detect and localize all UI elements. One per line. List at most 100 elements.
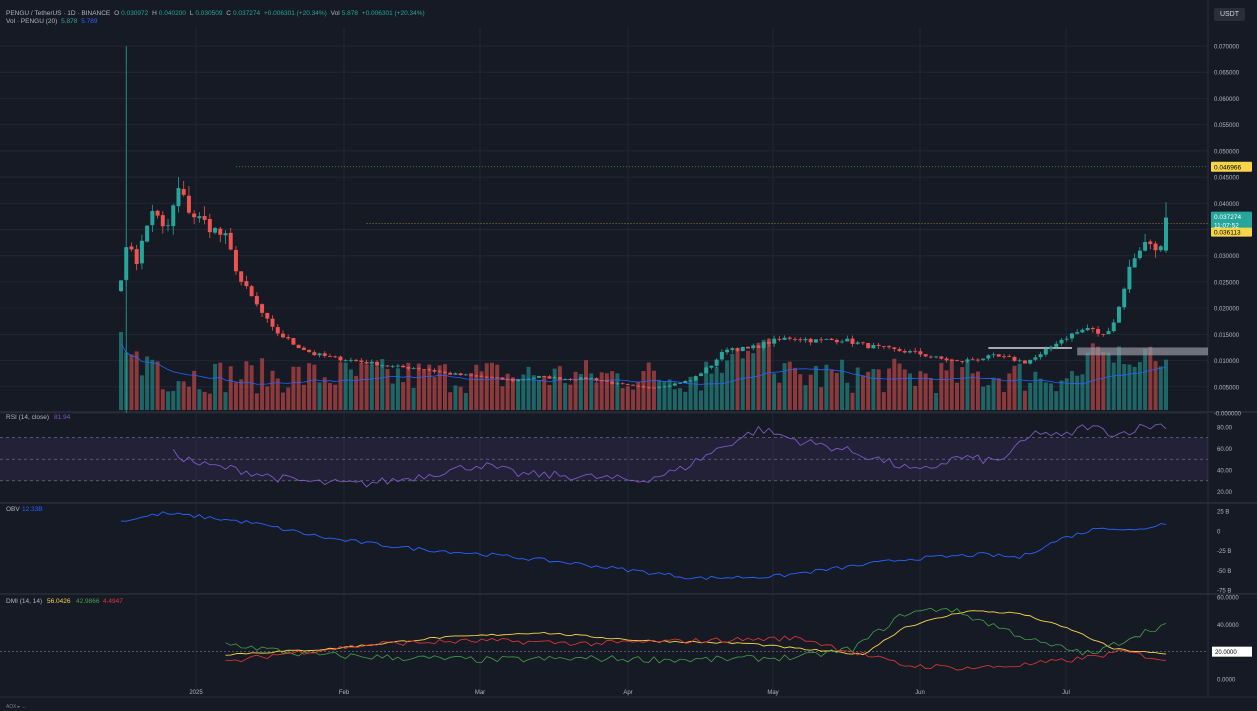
volume-bar bbox=[939, 362, 944, 410]
volume-bar bbox=[1132, 366, 1137, 410]
rsi-label: RSI (14, close) bbox=[6, 414, 49, 421]
candle-body bbox=[615, 383, 620, 385]
vol-label: Vol bbox=[330, 10, 340, 17]
volume-bar bbox=[1064, 378, 1069, 410]
candle-body bbox=[1069, 333, 1074, 339]
volume-bar bbox=[965, 360, 970, 410]
volume-bar bbox=[636, 381, 641, 410]
obv-line bbox=[120, 511, 1167, 581]
candle-body bbox=[301, 347, 306, 350]
candle-body bbox=[563, 379, 568, 380]
candle-body bbox=[1137, 250, 1142, 259]
volume-bar bbox=[573, 371, 578, 410]
candle-body bbox=[333, 356, 338, 358]
candle-body bbox=[134, 249, 139, 265]
price-tick-label: 0.060000 bbox=[1214, 97, 1240, 103]
volume-bar bbox=[960, 367, 965, 410]
vol-value: 5.878 bbox=[341, 10, 358, 17]
volume-bar bbox=[432, 377, 437, 410]
volume-bar bbox=[166, 391, 171, 410]
candle-body bbox=[166, 225, 171, 227]
volume-bar bbox=[186, 386, 191, 410]
volume-bar bbox=[620, 387, 625, 410]
volume-bar bbox=[610, 371, 615, 410]
candle-body bbox=[1132, 258, 1137, 268]
low-value: 0.030509 bbox=[195, 10, 223, 17]
candle-body bbox=[1075, 332, 1080, 334]
volume-bar bbox=[202, 391, 207, 410]
volume-bar bbox=[1075, 375, 1080, 410]
volume-bar bbox=[913, 385, 918, 410]
volume-bar bbox=[155, 361, 160, 410]
volume-bar bbox=[354, 375, 359, 410]
volume-bar bbox=[343, 362, 348, 410]
volume-bar bbox=[557, 366, 562, 410]
volume-bar bbox=[1069, 371, 1074, 410]
price-tag-last bbox=[1211, 211, 1252, 231]
volume-bar bbox=[970, 373, 975, 410]
volume-bar bbox=[662, 381, 667, 410]
dmi-level-tag-text: 20.0000 bbox=[1215, 650, 1237, 656]
volume-bar bbox=[1122, 363, 1127, 410]
candle-body bbox=[866, 343, 871, 349]
volume-bar bbox=[537, 380, 541, 410]
volume-bar bbox=[693, 380, 698, 410]
candle-body bbox=[698, 373, 703, 377]
volume-bar bbox=[678, 388, 683, 410]
volume-bar bbox=[1017, 363, 1022, 410]
candle-body bbox=[871, 344, 876, 349]
volume-bar bbox=[171, 390, 176, 410]
volume-bar bbox=[860, 375, 865, 410]
candle-body bbox=[469, 374, 474, 376]
candle-body bbox=[782, 337, 787, 340]
candle-body bbox=[860, 342, 865, 344]
volume-bar bbox=[547, 384, 552, 410]
volume-bar bbox=[631, 389, 636, 410]
candle-body bbox=[401, 365, 406, 368]
candle-body bbox=[876, 344, 881, 346]
volume-bar bbox=[719, 372, 724, 410]
candle-body bbox=[1158, 246, 1163, 251]
candle-body bbox=[740, 346, 745, 352]
candle-body bbox=[620, 383, 625, 385]
volume-bar bbox=[307, 363, 312, 410]
volume-bar bbox=[793, 367, 798, 410]
volume-bar bbox=[1111, 362, 1116, 410]
volume-bar bbox=[709, 373, 714, 410]
price-tick-label: 0.030000 bbox=[1214, 254, 1240, 260]
volume-header: Vol · PENGU (20) 5.878 5.789 bbox=[6, 18, 99, 25]
volume-bar bbox=[625, 386, 630, 410]
volume-bar bbox=[359, 362, 364, 410]
volume-bar bbox=[1101, 352, 1106, 410]
volume-bar bbox=[1028, 382, 1033, 410]
price-tick-label: 0.050000 bbox=[1214, 149, 1240, 155]
candle-body bbox=[254, 295, 259, 305]
candle-body bbox=[845, 338, 850, 342]
candle-body bbox=[1007, 356, 1012, 357]
candle-body bbox=[975, 359, 980, 361]
quote-currency-button[interactable]: USDT bbox=[1213, 8, 1245, 21]
candle-body bbox=[892, 347, 897, 349]
volume-bar bbox=[871, 369, 876, 410]
candle-body bbox=[427, 369, 432, 371]
candle-body bbox=[1148, 241, 1153, 244]
candle-body bbox=[1012, 357, 1017, 361]
candle-body bbox=[228, 232, 233, 250]
volume-bar bbox=[338, 362, 343, 410]
candle-body bbox=[280, 333, 285, 338]
candle-body bbox=[317, 353, 322, 356]
candle-body bbox=[1080, 329, 1085, 333]
candle-body bbox=[160, 215, 165, 227]
volume-bar bbox=[406, 362, 411, 410]
volume-bar bbox=[746, 350, 750, 410]
symbol-label: PENGU / TetherUS · 1D · BINANCE bbox=[6, 10, 111, 17]
candle-body bbox=[902, 351, 907, 353]
volume-bar bbox=[364, 364, 369, 410]
volume-bar bbox=[907, 373, 912, 410]
volume-bar bbox=[213, 363, 218, 410]
time-tick-label: May bbox=[767, 690, 778, 696]
price-tick-label: 0.005000 bbox=[1214, 385, 1240, 391]
candle-body bbox=[1054, 343, 1059, 347]
candle-body bbox=[704, 367, 709, 374]
